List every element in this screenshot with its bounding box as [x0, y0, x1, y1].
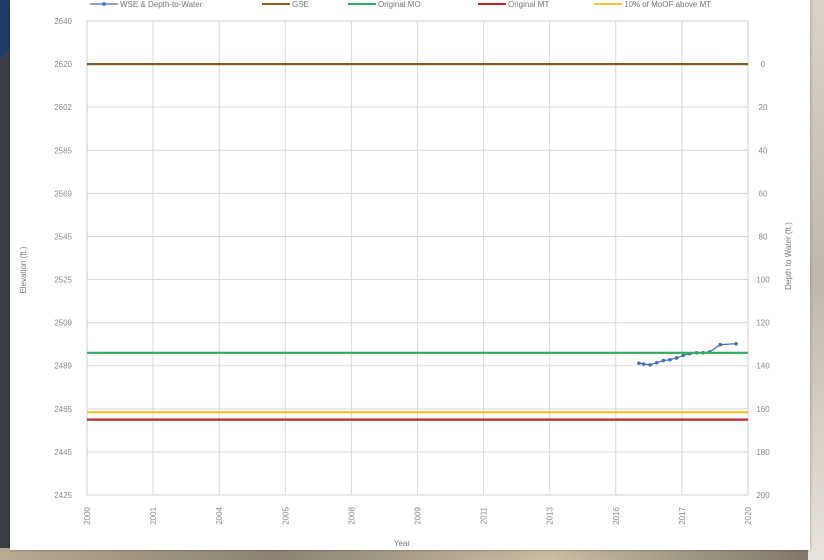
x-tick-label: 2009 — [414, 506, 423, 524]
chart: WSE & Depth-to-Water GSE Original MO Origin… — [19, 0, 793, 548]
data-point — [681, 353, 686, 358]
plot-border — [86, 20, 749, 496]
data-point — [654, 360, 659, 365]
tick-labels: 2425 2445 2465 2489 2509 2525 2545 2569 2585 2602… — [54, 17, 770, 525]
y2-tick-label: 200 — [756, 491, 770, 500]
y-tick-label: 2525 — [54, 276, 72, 285]
legend-label: WSE & Depth-to-Water — [120, 0, 203, 9]
y2-tick-label: 140 — [756, 362, 770, 371]
x-tick-label: 2000 — [83, 506, 92, 524]
legend: WSE & Depth-to-Water GSE Original MO Origin… — [90, 0, 711, 9]
y2-tick-label: 120 — [756, 319, 770, 328]
chart-panel: WSE & Depth-to-Water GSE Original MO Origin… — [10, 0, 810, 550]
legend-label: 10% of MoOF above MT — [624, 0, 711, 9]
x-tick-label: 2004 — [215, 506, 224, 524]
x-tick-label: 2001 — [149, 506, 158, 524]
y2-tick-label: 180 — [756, 448, 770, 457]
y2-tick-label: 40 — [759, 146, 768, 155]
y-tick-label: 2602 — [54, 103, 72, 112]
legend-label: Original MT — [508, 0, 549, 9]
y2-tick-label: 0 — [761, 60, 766, 69]
data-point — [637, 361, 641, 365]
y-tick-label: 2489 — [54, 362, 72, 371]
data-point — [734, 341, 738, 346]
x-tick-label: 2017 — [678, 506, 687, 524]
data-point — [661, 358, 666, 363]
x-tick-label: 2008 — [347, 506, 356, 524]
series-layer — [87, 62, 748, 421]
legend-label: Original MO — [378, 0, 421, 9]
y-tick-label: 2509 — [54, 319, 72, 328]
data-point — [668, 357, 672, 362]
y-tick-label: 2640 — [54, 17, 72, 26]
y-tick-label: 2465 — [54, 405, 72, 414]
x-tick-label: 2016 — [612, 506, 621, 524]
y-tick-label: 2620 — [54, 60, 72, 69]
series-line-wse — [638, 343, 737, 366]
x-tick-label: 2011 — [480, 506, 489, 524]
data-point — [641, 362, 646, 366]
data-point — [674, 356, 679, 360]
x-tick-label: 2020 — [744, 506, 753, 524]
y-tick-label: 2445 — [54, 448, 72, 457]
y-tick-label: 2569 — [54, 189, 72, 198]
background-bottom-strip — [0, 548, 824, 560]
y2-tick-label: 160 — [756, 405, 770, 414]
y-tick-label: 2585 — [54, 146, 72, 155]
legend-marker — [102, 2, 106, 6]
y2-tick-label: 60 — [759, 189, 768, 198]
y-tick-label: 2545 — [54, 232, 72, 241]
x-tick-label: 2005 — [281, 506, 290, 524]
y2-tick-label: 80 — [759, 232, 768, 241]
x-tick-label: 2013 — [546, 506, 555, 524]
grid — [86, 20, 749, 496]
y-axis-label: Elevation (ft.) — [19, 246, 28, 293]
background-right-strip — [808, 0, 824, 560]
y2-tick-label: 20 — [759, 103, 768, 112]
x-axis-label: Year — [394, 539, 411, 548]
y2-axis-label: Depth to Water (ft.) — [784, 222, 793, 290]
y2-tick-label: 100 — [756, 276, 770, 285]
data-point — [648, 363, 652, 367]
legend-label: GSE — [292, 0, 309, 9]
data-point — [718, 342, 723, 347]
y-tick-label: 2425 — [54, 491, 72, 500]
